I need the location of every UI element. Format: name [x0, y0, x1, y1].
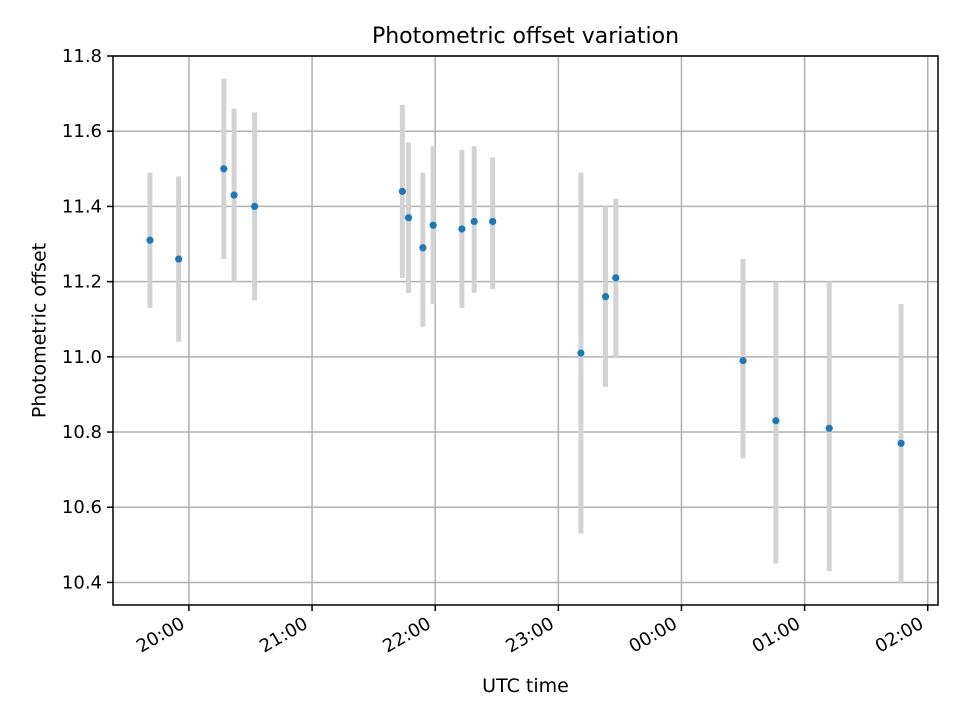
data-point: [419, 244, 427, 252]
data-point: [739, 356, 747, 365]
y-tick-label: 10.8: [62, 422, 102, 443]
data-point: [398, 187, 406, 195]
data-point: [404, 214, 413, 222]
data-point: [146, 236, 154, 244]
data-point: [175, 255, 183, 263]
data-point: [251, 202, 259, 211]
y-tick-label: 11.4: [62, 196, 102, 217]
data-point: [470, 217, 478, 226]
y-tick-label: 10.4: [62, 572, 102, 593]
data-point: [601, 293, 610, 301]
chart-title: Photometric offset variation: [372, 24, 679, 49]
y-tick-label: 11.8: [62, 46, 102, 67]
y-tick-label: 10.6: [62, 497, 102, 518]
data-point: [825, 424, 833, 432]
data-point: [772, 417, 780, 425]
y-tick-label: 11.2: [62, 272, 102, 293]
data-points: [146, 165, 905, 447]
x-axis-label: UTC time: [482, 675, 569, 697]
y-axis-ticks: 10.4 10.6 10.8 11.0 11.2 11.4 11.6 11.8: [62, 46, 113, 593]
data-point: [489, 217, 497, 226]
data-point: [897, 439, 905, 447]
data-point: [577, 349, 585, 357]
data-point: [458, 225, 466, 233]
data-point: [230, 191, 238, 199]
data-point: [220, 165, 228, 173]
y-axis-label: Photometric offset: [29, 243, 51, 418]
data-point: [612, 274, 620, 282]
data-point: [429, 221, 437, 229]
y-tick-label: 11.6: [62, 121, 102, 142]
y-tick-label: 11.0: [62, 347, 102, 368]
plot-frame: [112, 55, 939, 606]
grid: [113, 55, 938, 605]
